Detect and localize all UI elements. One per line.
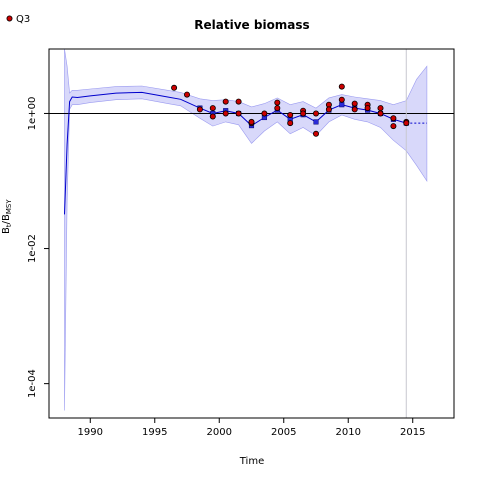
y-tick-label: 1e-04 — [27, 369, 38, 398]
observation-point — [222, 98, 229, 105]
plot-frame — [48, 48, 455, 419]
y-axis: 1e+00 1e-02 1e-04 — [27, 97, 49, 398]
observation-point — [338, 83, 345, 90]
y-tick-label: 1e-02 — [27, 234, 38, 263]
band-area — [64, 48, 428, 411]
observation-point — [312, 110, 319, 117]
chart-title: Relative biomass — [194, 18, 309, 32]
fitted-value-marker — [313, 119, 319, 125]
observation-point — [209, 105, 216, 112]
observation-point — [312, 130, 319, 137]
observation-point — [171, 84, 178, 91]
legend: Q3 — [6, 14, 30, 25]
confidence-band — [64, 48, 428, 411]
observation-point — [287, 112, 294, 119]
x-tick-label: 2010 — [336, 427, 361, 438]
observation-point — [235, 110, 242, 117]
observation-point — [351, 106, 358, 113]
y-tick-label: 1e+00 — [27, 97, 38, 131]
y-axis-label: Bt/BMSY — [1, 199, 13, 234]
observation-point — [209, 113, 216, 120]
observation-points — [171, 83, 410, 137]
x-tick-label: 2005 — [271, 427, 296, 438]
observation-point — [325, 106, 332, 113]
observation-point — [222, 110, 229, 117]
observation-point — [390, 115, 397, 122]
observation-point — [390, 123, 397, 130]
observation-point — [235, 98, 242, 105]
observation-point — [248, 118, 255, 125]
observation-point — [364, 105, 371, 112]
legend-label: Q3 — [16, 14, 30, 25]
observation-point — [274, 105, 281, 112]
x-tick-label: 1995 — [142, 427, 167, 438]
reference-lines — [49, 49, 454, 418]
observation-point — [183, 91, 190, 98]
legend-marker — [6, 15, 13, 22]
x-tick-label: 2015 — [400, 427, 425, 438]
observation-point — [403, 120, 410, 127]
x-axis: 1990 1995 2000 2005 2010 2015 — [78, 418, 425, 438]
observation-point — [261, 110, 268, 117]
x-tick-label: 2000 — [207, 427, 232, 438]
x-axis-label: Time — [239, 456, 264, 467]
x-tick-label: 1990 — [78, 427, 103, 438]
observation-point — [196, 106, 203, 113]
observation-point — [377, 110, 384, 117]
observation-point — [274, 99, 281, 106]
observation-point — [300, 110, 307, 117]
observation-point — [377, 105, 384, 112]
fitted-value-marker — [339, 102, 345, 108]
observation-point — [351, 100, 358, 107]
observation-point — [287, 120, 294, 127]
observation-point — [338, 96, 345, 103]
